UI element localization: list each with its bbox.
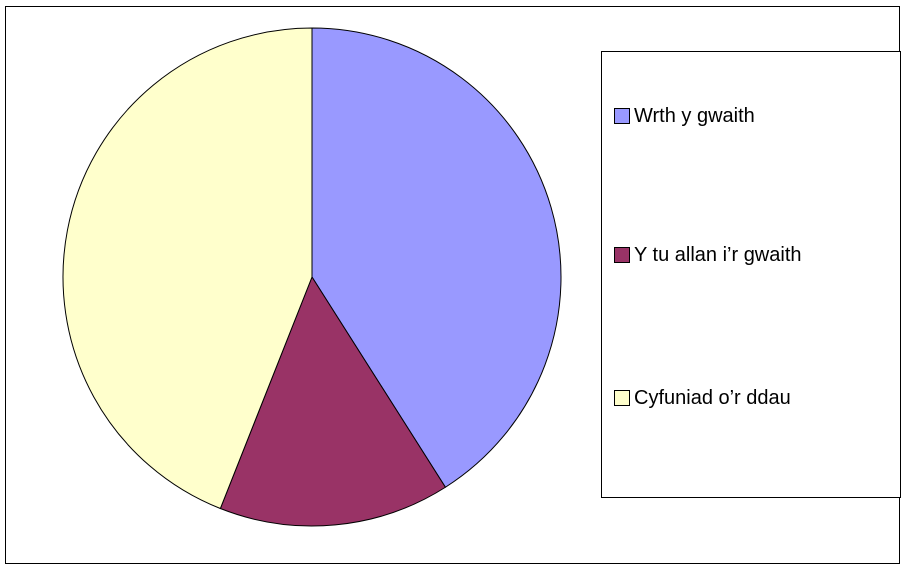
pie-slice <box>62 27 313 510</box>
legend-swatch <box>614 390 630 406</box>
legend-label: Wrth y gwaith <box>634 105 755 127</box>
legend: Wrth y gwaith Y tu allan i’r gwaith Cyfu… <box>601 51 901 498</box>
pie-slice <box>219 275 447 527</box>
pie-slice <box>311 27 562 488</box>
legend-swatch <box>614 108 630 124</box>
legend-label: Cyfuniad o’r ddau <box>634 387 791 409</box>
legend-entry: Y tu allan i’r gwaith <box>614 245 802 265</box>
pie-chart <box>62 27 562 527</box>
legend-entry: Cyfuniad o’r ddau <box>614 388 791 408</box>
legend-swatch <box>614 247 630 263</box>
chart-frame: Wrth y gwaith Y tu allan i’r gwaith Cyfu… <box>5 6 901 564</box>
legend-entry: Wrth y gwaith <box>614 106 755 126</box>
legend-label: Y tu allan i’r gwaith <box>634 244 802 266</box>
